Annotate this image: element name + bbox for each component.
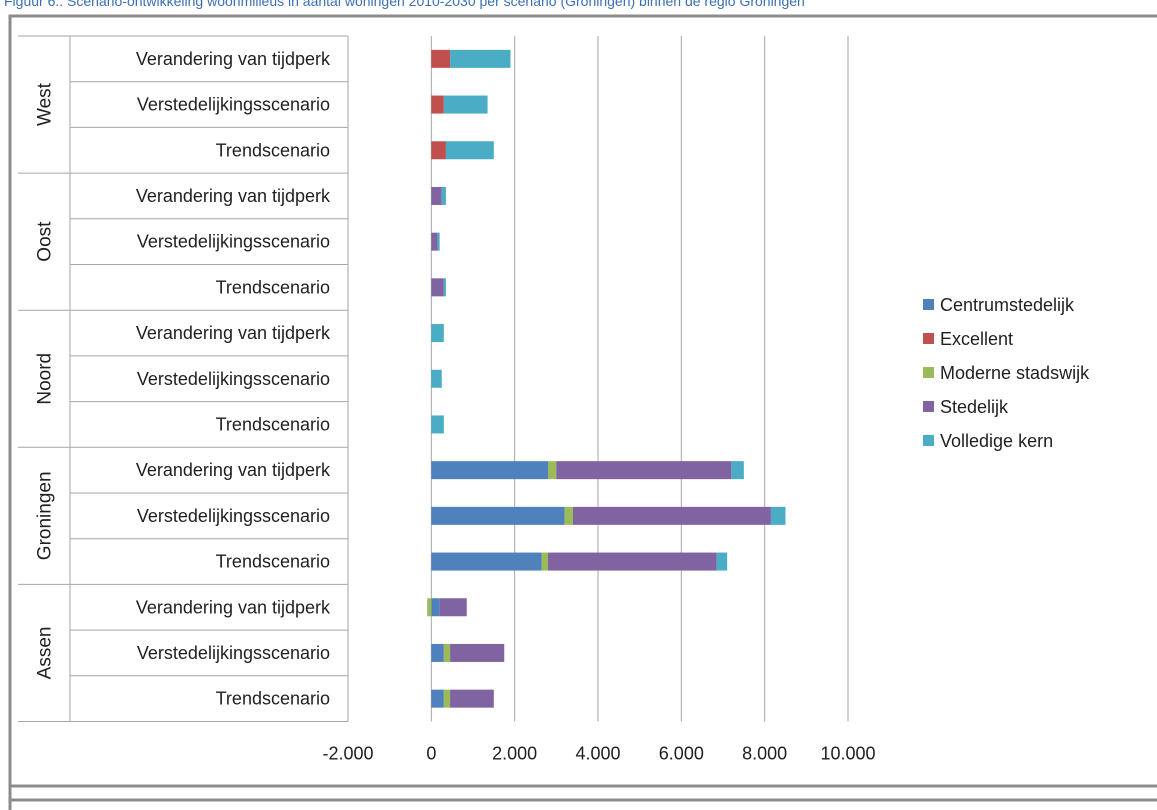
bar-segment-moderne-stadswijk — [443, 643, 451, 662]
bar-segment-centrumstedelijk — [431, 552, 542, 571]
bar-segment-moderne-stadswijk — [443, 689, 451, 708]
bar-segment-stedelijk — [431, 232, 438, 251]
legend-label: Stedelijk — [940, 397, 1009, 417]
category-table-lines — [18, 35, 348, 722]
category-labels: Verandering van tijdperk Verstedelijkings… — [136, 49, 331, 709]
bar-segment-centrumstedelijk — [431, 506, 565, 525]
bar-segment-volledige-kern — [443, 95, 488, 114]
category-label: Verandering van tijdperk — [136, 597, 331, 617]
bar-segment-centrumstedelijk — [431, 461, 548, 480]
group-label: Groningen — [35, 471, 56, 560]
bar-segment-centrumstedelijk — [431, 689, 444, 708]
x-tick-label: -2.000 — [322, 744, 373, 764]
legend: Centrumstedelijk Excellent Moderne stadswi… — [923, 295, 1090, 451]
x-tick-label: 10.000 — [820, 744, 875, 764]
bar-segment-moderne-stadswijk — [548, 461, 557, 480]
group-labels: West Oost Noord Groningen Assen — [35, 82, 56, 679]
bar-segment-excellent — [431, 95, 444, 114]
x-tick-labels: -2.000 0 2.000 4.000 6.000 8.000 10.000 — [322, 744, 875, 764]
legend-label: Excellent — [940, 329, 1013, 349]
group-label: West — [35, 82, 56, 126]
bar-segment-volledige-kern — [431, 369, 442, 388]
category-label: Verandering van tijdperk — [136, 49, 331, 69]
bar-segment-volledige-kern — [731, 461, 744, 480]
bar-segment-stedelijk — [431, 278, 444, 297]
category-label: Trendscenario — [216, 414, 330, 434]
bar-segment-volledige-kern — [441, 186, 446, 205]
legend-swatch — [923, 333, 934, 344]
bar-segment-stedelijk — [573, 506, 771, 525]
category-label: Trendscenario — [216, 277, 330, 297]
legend-swatch — [923, 367, 934, 378]
category-label: Verstedelijkingsscenario — [137, 232, 330, 252]
bar-segment-excellent — [431, 141, 446, 160]
bar-segment-volledige-kern — [716, 552, 728, 571]
bar-segment-volledige-kern — [437, 232, 440, 251]
legend-swatch — [923, 299, 934, 310]
x-tick-label: 0 — [426, 744, 436, 764]
legend-swatch — [923, 435, 934, 446]
bar-segment-volledige-kern — [443, 278, 446, 297]
bar-segment-volledige-kern — [431, 324, 444, 343]
category-label: Trendscenario — [216, 552, 330, 572]
legend-label: Volledige kern — [940, 431, 1053, 451]
chart-area-border — [8, 14, 1157, 788]
figure-caption: Figuur 6.: Scenario-ontwikkeling woonmil… — [4, 0, 805, 9]
category-label: Verandering van tijdperk — [136, 323, 331, 343]
legend-label: Moderne stadswijk — [940, 363, 1090, 383]
bar-segment-volledige-kern — [450, 49, 511, 68]
bar-segment-moderne-stadswijk — [427, 598, 432, 617]
x-tick-label: 4.000 — [575, 744, 620, 764]
bar-segment-stedelijk — [450, 689, 494, 708]
category-label: Verstedelijkingsscenario — [137, 643, 330, 663]
category-label: Trendscenario — [216, 689, 330, 709]
bar-segment-stedelijk — [439, 598, 467, 617]
bar-segment-volledige-kern — [770, 506, 786, 525]
bar-segment-stedelijk — [431, 186, 442, 205]
bar-segment-excellent — [431, 49, 451, 68]
bars — [427, 49, 786, 708]
bar-segment-stedelijk — [548, 552, 717, 571]
gridlines — [347, 36, 849, 722]
category-label: Verstedelijkingsscenario — [137, 506, 330, 526]
bar-segment-moderne-stadswijk — [541, 552, 548, 571]
group-label: Oost — [35, 221, 56, 262]
group-label: Assen — [35, 627, 56, 680]
legend-swatch — [923, 401, 934, 412]
category-label: Verandering van tijdperk — [136, 186, 331, 206]
bar-segment-moderne-stadswijk — [564, 506, 573, 525]
x-tick-label: 2.000 — [492, 744, 537, 764]
bar-segment-stedelijk — [450, 643, 505, 662]
category-label: Verstedelijkingsscenario — [137, 95, 330, 115]
bar-segment-centrumstedelijk — [431, 643, 444, 662]
x-tick-label: 8.000 — [742, 744, 787, 764]
bar-segment-stedelijk — [556, 461, 732, 480]
bar-segment-centrumstedelijk — [431, 598, 440, 617]
x-tick-label: 6.000 — [659, 744, 704, 764]
category-label: Verstedelijkingsscenario — [137, 369, 330, 389]
legend-label: Centrumstedelijk — [940, 295, 1075, 315]
bar-segment-volledige-kern — [431, 415, 444, 434]
category-label: Trendscenario — [216, 140, 330, 160]
category-label: Verandering van tijdperk — [136, 460, 331, 480]
bar-segment-volledige-kern — [445, 141, 494, 160]
group-label: Noord — [35, 353, 56, 405]
